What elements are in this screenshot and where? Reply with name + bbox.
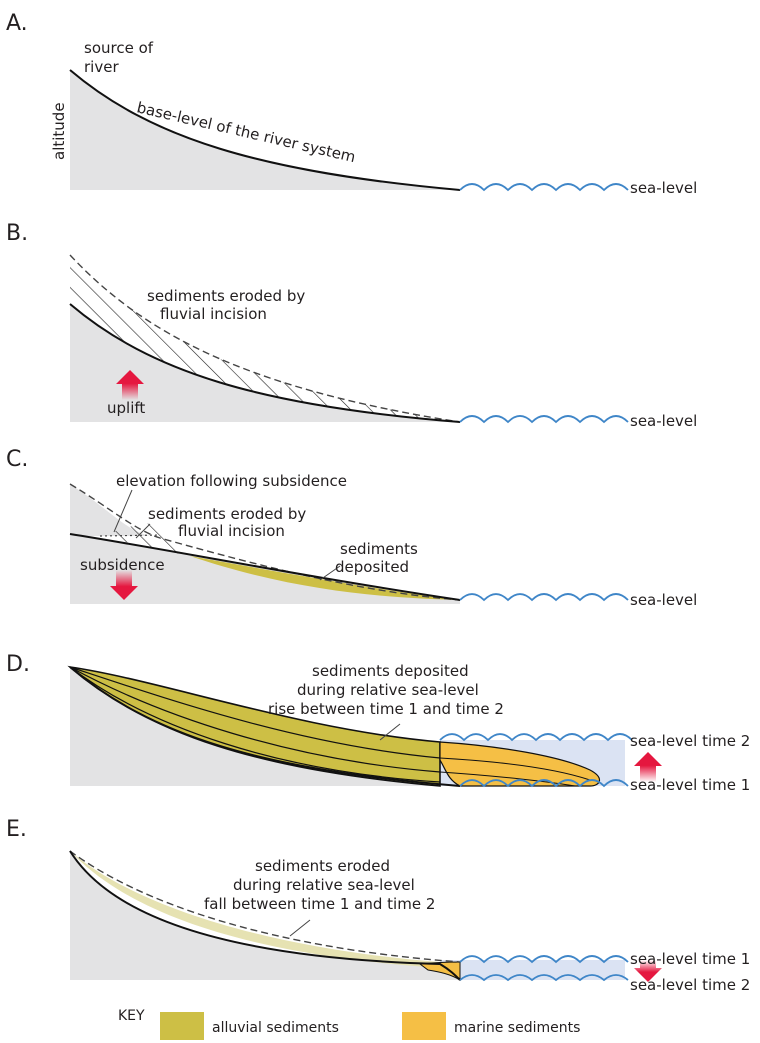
- river-profile: [69, 850, 461, 981]
- sea-waves-time-1: [459, 779, 629, 788]
- former-surface-dashed: [69, 254, 461, 423]
- legend: KEY alluvial sediments marine sediments: [118, 1008, 580, 1040]
- panel-b: B. uplift sediments eroded by fluvial in…: [6, 221, 697, 430]
- eroded-label-line-2: during relative sea-level: [233, 876, 415, 894]
- panel-d-label: D.: [6, 652, 30, 677]
- sea-level-time-2-label: sea-level time 2: [630, 732, 750, 750]
- eroded-leader-line: [289, 919, 311, 937]
- deposited-leader-line: [379, 723, 401, 741]
- elevation-label: elevation following subsidence: [116, 472, 347, 490]
- panel-c-label: C.: [6, 447, 28, 472]
- former-profile-dotted: [99, 534, 161, 537]
- eroded-label-line-2: fluvial incision: [178, 522, 285, 540]
- panel-b-label: B.: [6, 221, 28, 246]
- land-profile: [70, 70, 460, 190]
- river-profile: [69, 69, 461, 191]
- sea-waves-time-1: [459, 955, 629, 964]
- sea-water: [440, 960, 625, 980]
- eroded-label-line-2: fluvial incision: [160, 305, 267, 323]
- uplift-arrow-icon: [116, 370, 144, 400]
- marine-swatch: [402, 1012, 446, 1040]
- sea-level-time-2-label: sea-level time 2: [630, 976, 750, 994]
- sea-waves-time-2: [459, 974, 629, 982]
- eroded-label-line-1: sediments eroded by: [148, 505, 306, 523]
- source-of-river-label-line-2: river: [84, 58, 119, 76]
- eroded-label-line-1: sediments eroded: [255, 857, 390, 875]
- subsidence-label: subsidence: [80, 556, 165, 574]
- deposited-label-line-1: sediments: [340, 540, 418, 558]
- land-profile: [70, 667, 460, 786]
- eroded-label-line-1: sediments eroded by: [147, 287, 305, 305]
- former-surface-dashed: [69, 850, 461, 963]
- panel-e: E. sediments eroded during relative sea-…: [6, 817, 750, 994]
- alluvial-swatch: [160, 1012, 204, 1040]
- deposited-label-line-3: rise between time 1 and time 2: [268, 700, 504, 718]
- sea-level-fall-arrow-icon: [634, 960, 662, 982]
- legend-title: KEY: [118, 1008, 145, 1024]
- elevation-leader-line: [113, 489, 133, 533]
- marine-legend-label: marine sediments: [454, 1020, 580, 1036]
- source-of-river-label-line-1: source of: [84, 39, 154, 57]
- subsidence-arrow-icon: [110, 570, 138, 600]
- sea-waves-time-2: [439, 733, 633, 742]
- land-profile: [70, 304, 460, 422]
- sea-level-time-1-label: sea-level time 1: [630, 776, 750, 794]
- alluvial-legend-label: alluvial sediments: [212, 1020, 339, 1036]
- panel-a: A. source of river altitude base-level o…: [6, 11, 697, 197]
- panel-c: C. elevation following subsidence sedime…: [6, 447, 697, 609]
- elevation-after-subsidence-dashed: [69, 483, 461, 601]
- sea-level-label: sea-level: [630, 412, 697, 430]
- eroded-sediments-hatch: [100, 523, 190, 556]
- sea-level-label: sea-level: [630, 179, 697, 197]
- alluvial-layer-lines: [69, 666, 441, 783]
- uplift-label: uplift: [107, 399, 145, 417]
- marine-layer-lines: [439, 757, 591, 787]
- sea-waves: [459, 593, 629, 602]
- sea-level-label: sea-level: [630, 591, 697, 609]
- river-profile: [69, 533, 461, 601]
- deposited-leader-line: [319, 565, 341, 581]
- river-profile: [69, 303, 461, 423]
- river-profile: [69, 666, 461, 787]
- sea-level-time-1-label: sea-level time 1: [630, 950, 750, 968]
- altitude-label: altitude: [50, 102, 68, 160]
- panel-d: D. sediments deposited during relative s…: [6, 652, 750, 794]
- sea-waves: [459, 415, 629, 424]
- eroded-label-line-3: fall between time 1 and time 2: [204, 895, 435, 913]
- panel-e-label: E.: [6, 817, 27, 842]
- deposited-label-line-1: sediments deposited: [312, 662, 469, 680]
- sea-level-rise-arrow-icon: [634, 752, 662, 782]
- deposited-label-line-2: deposited: [335, 558, 409, 576]
- land-profile: [70, 851, 460, 980]
- eroded-sediments-hatch: [70, 255, 460, 422]
- panel-a-label: A.: [6, 11, 28, 36]
- eroded-leader-line: [135, 523, 151, 539]
- sea-waves: [459, 183, 629, 192]
- deposited-label-line-2: during relative sea-level: [297, 681, 479, 699]
